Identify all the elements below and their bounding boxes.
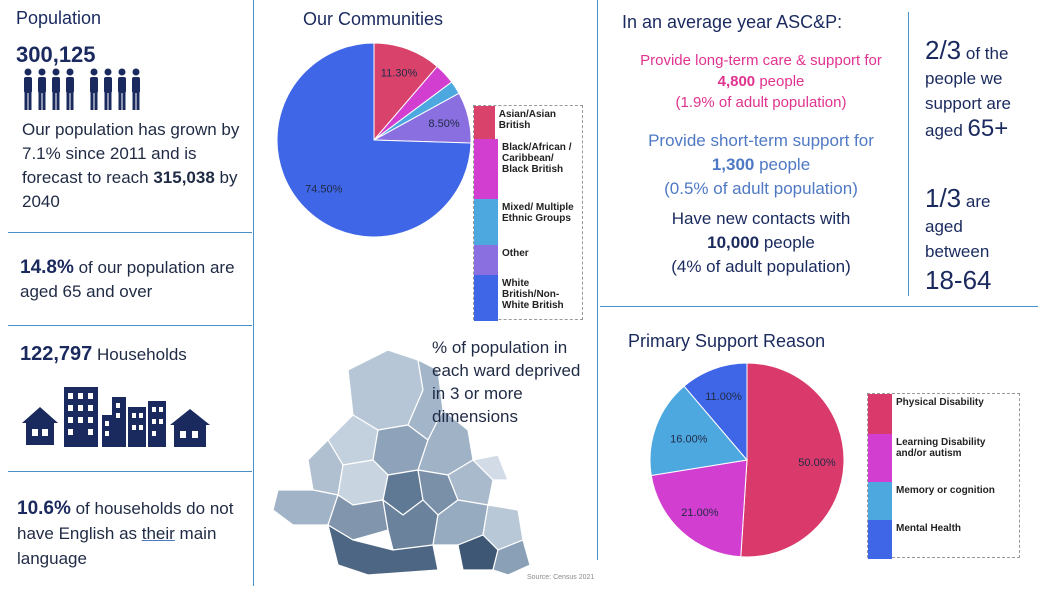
legend-label: Memory or cognition: [896, 485, 995, 496]
legend-item-other: Other: [474, 245, 533, 275]
divider-right: [908, 12, 909, 296]
pie-data-label: 11.00%: [705, 391, 742, 403]
pie-data-label: 8.50%: [428, 118, 459, 130]
ward-map: [272, 349, 531, 576]
pie-data-label: 11.30%: [381, 67, 418, 79]
support-pie: 50.00% 21.00% 16.00% 11.00%: [649, 362, 845, 558]
divider-h4: [600, 306, 1038, 307]
people-icon: [24, 68, 140, 110]
legend-swatch: [868, 520, 892, 559]
legend-swatch: [868, 434, 892, 482]
pie-data-label: 16.00%: [670, 434, 708, 446]
support-title: Primary Support Reason: [628, 331, 826, 351]
two-thirds-stat: 2/3 of the people we support are aged 65…: [925, 35, 1011, 142]
divider-h3: [8, 471, 252, 472]
legend-label: White British/Non- White British: [502, 278, 564, 311]
legend-label: Other: [502, 248, 529, 259]
english-stat: 10.6% of households do not have English …: [17, 498, 234, 568]
population-total: 300,125: [16, 42, 96, 67]
pie-slice: [276, 42, 472, 238]
legend-swatch: [474, 139, 498, 199]
legend-swatch: [474, 199, 498, 245]
legend-item-mental: Mental Health: [868, 520, 965, 559]
legend-item-memory: Memory or cognition: [868, 482, 999, 520]
divider-h2: [8, 325, 252, 326]
households-stat: 122,797 Households: [20, 343, 187, 365]
communities-pie: 11.30% 8.50% 74.50%: [276, 42, 472, 238]
asc-long-term: Provide long-term care & support for 4,8…: [640, 52, 882, 111]
map-caption: % of population in each ward deprived in…: [432, 338, 581, 426]
communities-legend: Asian/Asian British Black/African / Cari…: [473, 105, 583, 321]
divider-middle: [597, 0, 598, 560]
legend-swatch: [474, 275, 498, 321]
population-growth: Our population has grown by 7.1% since 2…: [22, 120, 240, 211]
legend-item-mixed: Mixed/ Multiple Ethnic Groups: [474, 199, 578, 245]
population-heading: Population: [16, 8, 102, 28]
map-source: Source: Census 2021: [527, 574, 595, 581]
pie-slice: [649, 385, 748, 477]
pie-slice: [683, 362, 748, 462]
legend-label: Physical Disability: [896, 397, 984, 408]
legend-item-asian: Asian/Asian British: [474, 106, 582, 139]
houses-icon: [22, 387, 210, 447]
pie-data-label: 74.50%: [305, 184, 343, 196]
legend-swatch: [474, 245, 498, 275]
legend-label: Black/African / Caribbean/ Black British: [502, 142, 572, 175]
legend-label: Asian/Asian British: [498, 109, 556, 131]
one-third-stat: 1/3 are aged between 18-64: [925, 183, 992, 295]
communities-title: Our Communities: [303, 9, 444, 29]
legend-label: Learning Disability and/or autism: [896, 437, 986, 459]
pie-slice: [650, 459, 748, 558]
legend-label: Mental Health: [896, 523, 962, 534]
legend-item-black: Black/African / Caribbean/ Black British: [474, 139, 578, 199]
pie-data-label: 21.00%: [681, 507, 719, 519]
pie-slice: [740, 362, 845, 558]
legend-label: Mixed/ Multiple Ethnic Groups: [502, 202, 574, 224]
asc-title: In an average year ASC&P:: [622, 12, 843, 32]
asc-short-term: Provide short-term support for 1,300 peo…: [648, 131, 874, 198]
legend-swatch: [474, 106, 495, 139]
pie-data-label: 50.00%: [798, 457, 836, 469]
asc-contacts: Have new contacts with 10,000 people (4%…: [671, 209, 851, 276]
divider-h1: [8, 232, 252, 233]
legend-swatch: [868, 482, 892, 520]
legend-item-learning: Learning Disability and/or autism: [868, 434, 1012, 482]
legend-item-white: White British/Non- White British: [474, 275, 578, 321]
legend-item-physical: Physical Disability: [868, 394, 988, 434]
legend-swatch: [868, 394, 892, 434]
pie-slice: [373, 42, 438, 142]
support-legend: Physical Disability Learning Disability …: [867, 393, 1020, 559]
aged-stat: 14.8% of our population are aged 65 and …: [20, 257, 235, 301]
divider-left: [253, 0, 254, 586]
